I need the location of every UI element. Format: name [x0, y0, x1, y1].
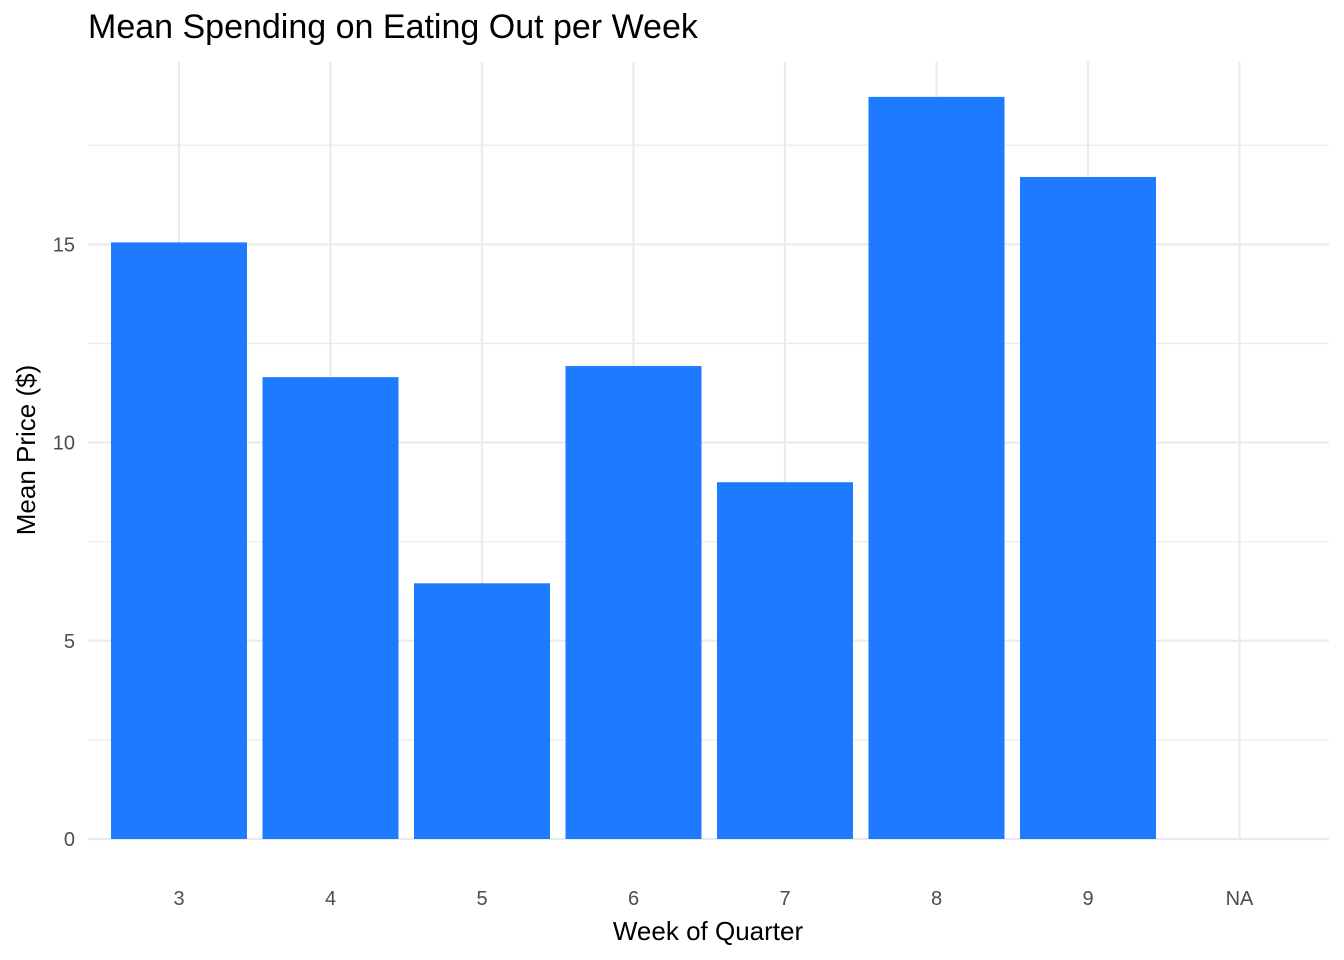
- y-tick-label: 10: [53, 433, 75, 455]
- x-axis-title: Week of Quarter: [613, 916, 804, 946]
- y-axis-ticks: 0 5 10 15: [53, 234, 75, 851]
- x-tick-label: 7: [779, 888, 790, 910]
- bar-week-9: [1020, 176, 1156, 839]
- bar-week-3: [111, 242, 247, 839]
- bar-week-6: [565, 366, 702, 839]
- x-tick-label: 4: [325, 888, 336, 910]
- x-tick-label: 8: [931, 888, 942, 910]
- chart-title: Mean Spending on Eating Out per Week: [88, 8, 698, 46]
- y-tick-label: 5: [64, 631, 75, 653]
- x-tick-label: NA: [1226, 888, 1254, 910]
- y-tick-label: 0: [64, 829, 75, 851]
- y-axis-title: Mean Price ($): [11, 365, 41, 536]
- bar-week-5: [414, 583, 550, 839]
- bars: [111, 96, 1156, 839]
- bar-week-7: [717, 482, 853, 839]
- bar-week-4: [262, 377, 399, 839]
- bar-week-8: [868, 96, 1005, 839]
- y-tick-label: 15: [53, 234, 75, 256]
- x-tick-label: 6: [628, 888, 639, 910]
- x-tick-label: 9: [1082, 888, 1093, 910]
- x-tick-label: 5: [476, 888, 487, 910]
- x-axis-ticks: 3 4 5 6 7 8 9 NA: [173, 888, 1254, 910]
- x-tick-label: 3: [173, 888, 184, 910]
